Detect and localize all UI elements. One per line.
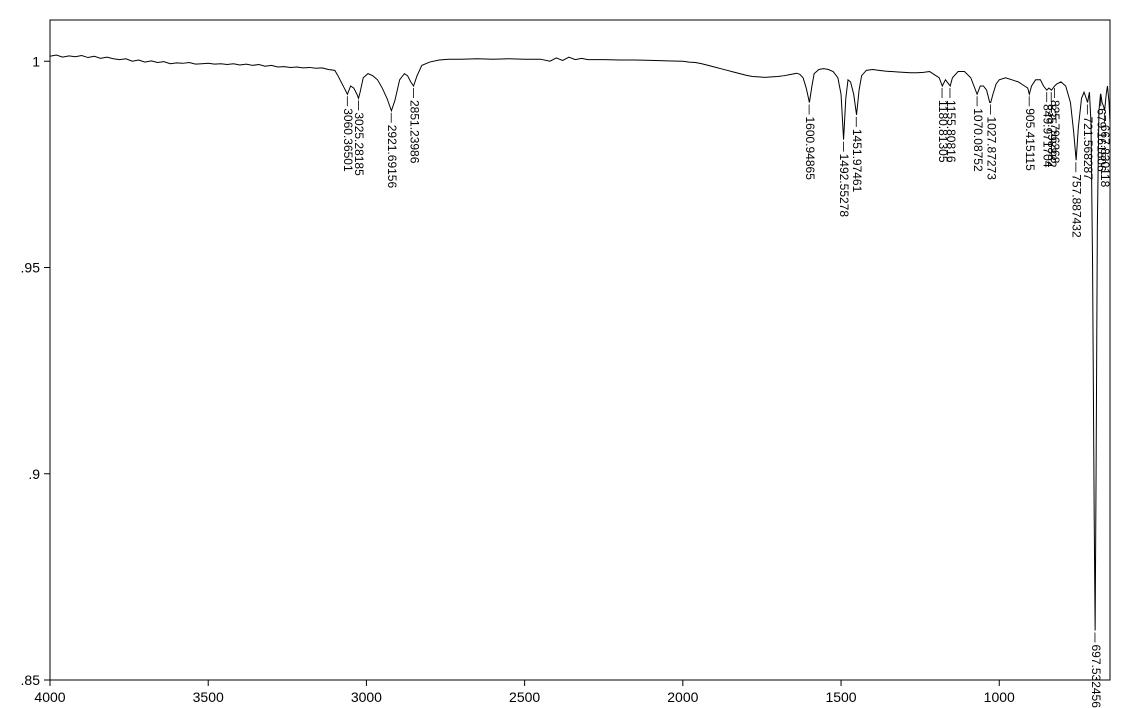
peak-label: 757.887432 [1070,174,1084,238]
chart-svg: 40003500300025002000150010001.95.9.85306… [0,0,1129,708]
x-tick-label: 1500 [825,689,856,705]
y-tick-label: 1 [32,53,40,69]
peak-label: 1027.87273 [984,117,998,181]
ir-spectrum-chart: 40003500300025002000150010001.95.9.85306… [0,0,1129,708]
peak-label: 825.796268 [1048,100,1062,164]
peak-label: 2921.69156 [385,125,399,189]
y-tick-label: .85 [21,672,41,688]
peak-label: 1451.97461 [850,129,864,193]
peak-label: 667.830118 [1098,125,1112,188]
peak-label: 1070.08752 [971,108,985,172]
peak-label: 905.415115 [1023,108,1037,171]
y-tick-label: .9 [28,466,40,482]
x-tick-label: 1000 [984,689,1015,705]
peak-label: 1492.55278 [837,154,851,218]
x-tick-label: 2500 [509,689,540,705]
peak-label: 697.532456 [1089,645,1103,708]
peak-label: 2851.23986 [407,100,421,164]
peak-label: 1155.80816 [944,100,958,163]
x-tick-label: 2000 [667,689,698,705]
peak-label: 3025.28185 [352,112,366,176]
peak-label: 1600.94865 [803,117,817,181]
peak-label: 721.568287 [1081,117,1095,181]
x-tick-label: 3000 [351,689,382,705]
x-tick-label: 4000 [34,689,65,705]
y-tick-label: .95 [21,260,41,276]
x-tick-label: 3500 [193,689,224,705]
